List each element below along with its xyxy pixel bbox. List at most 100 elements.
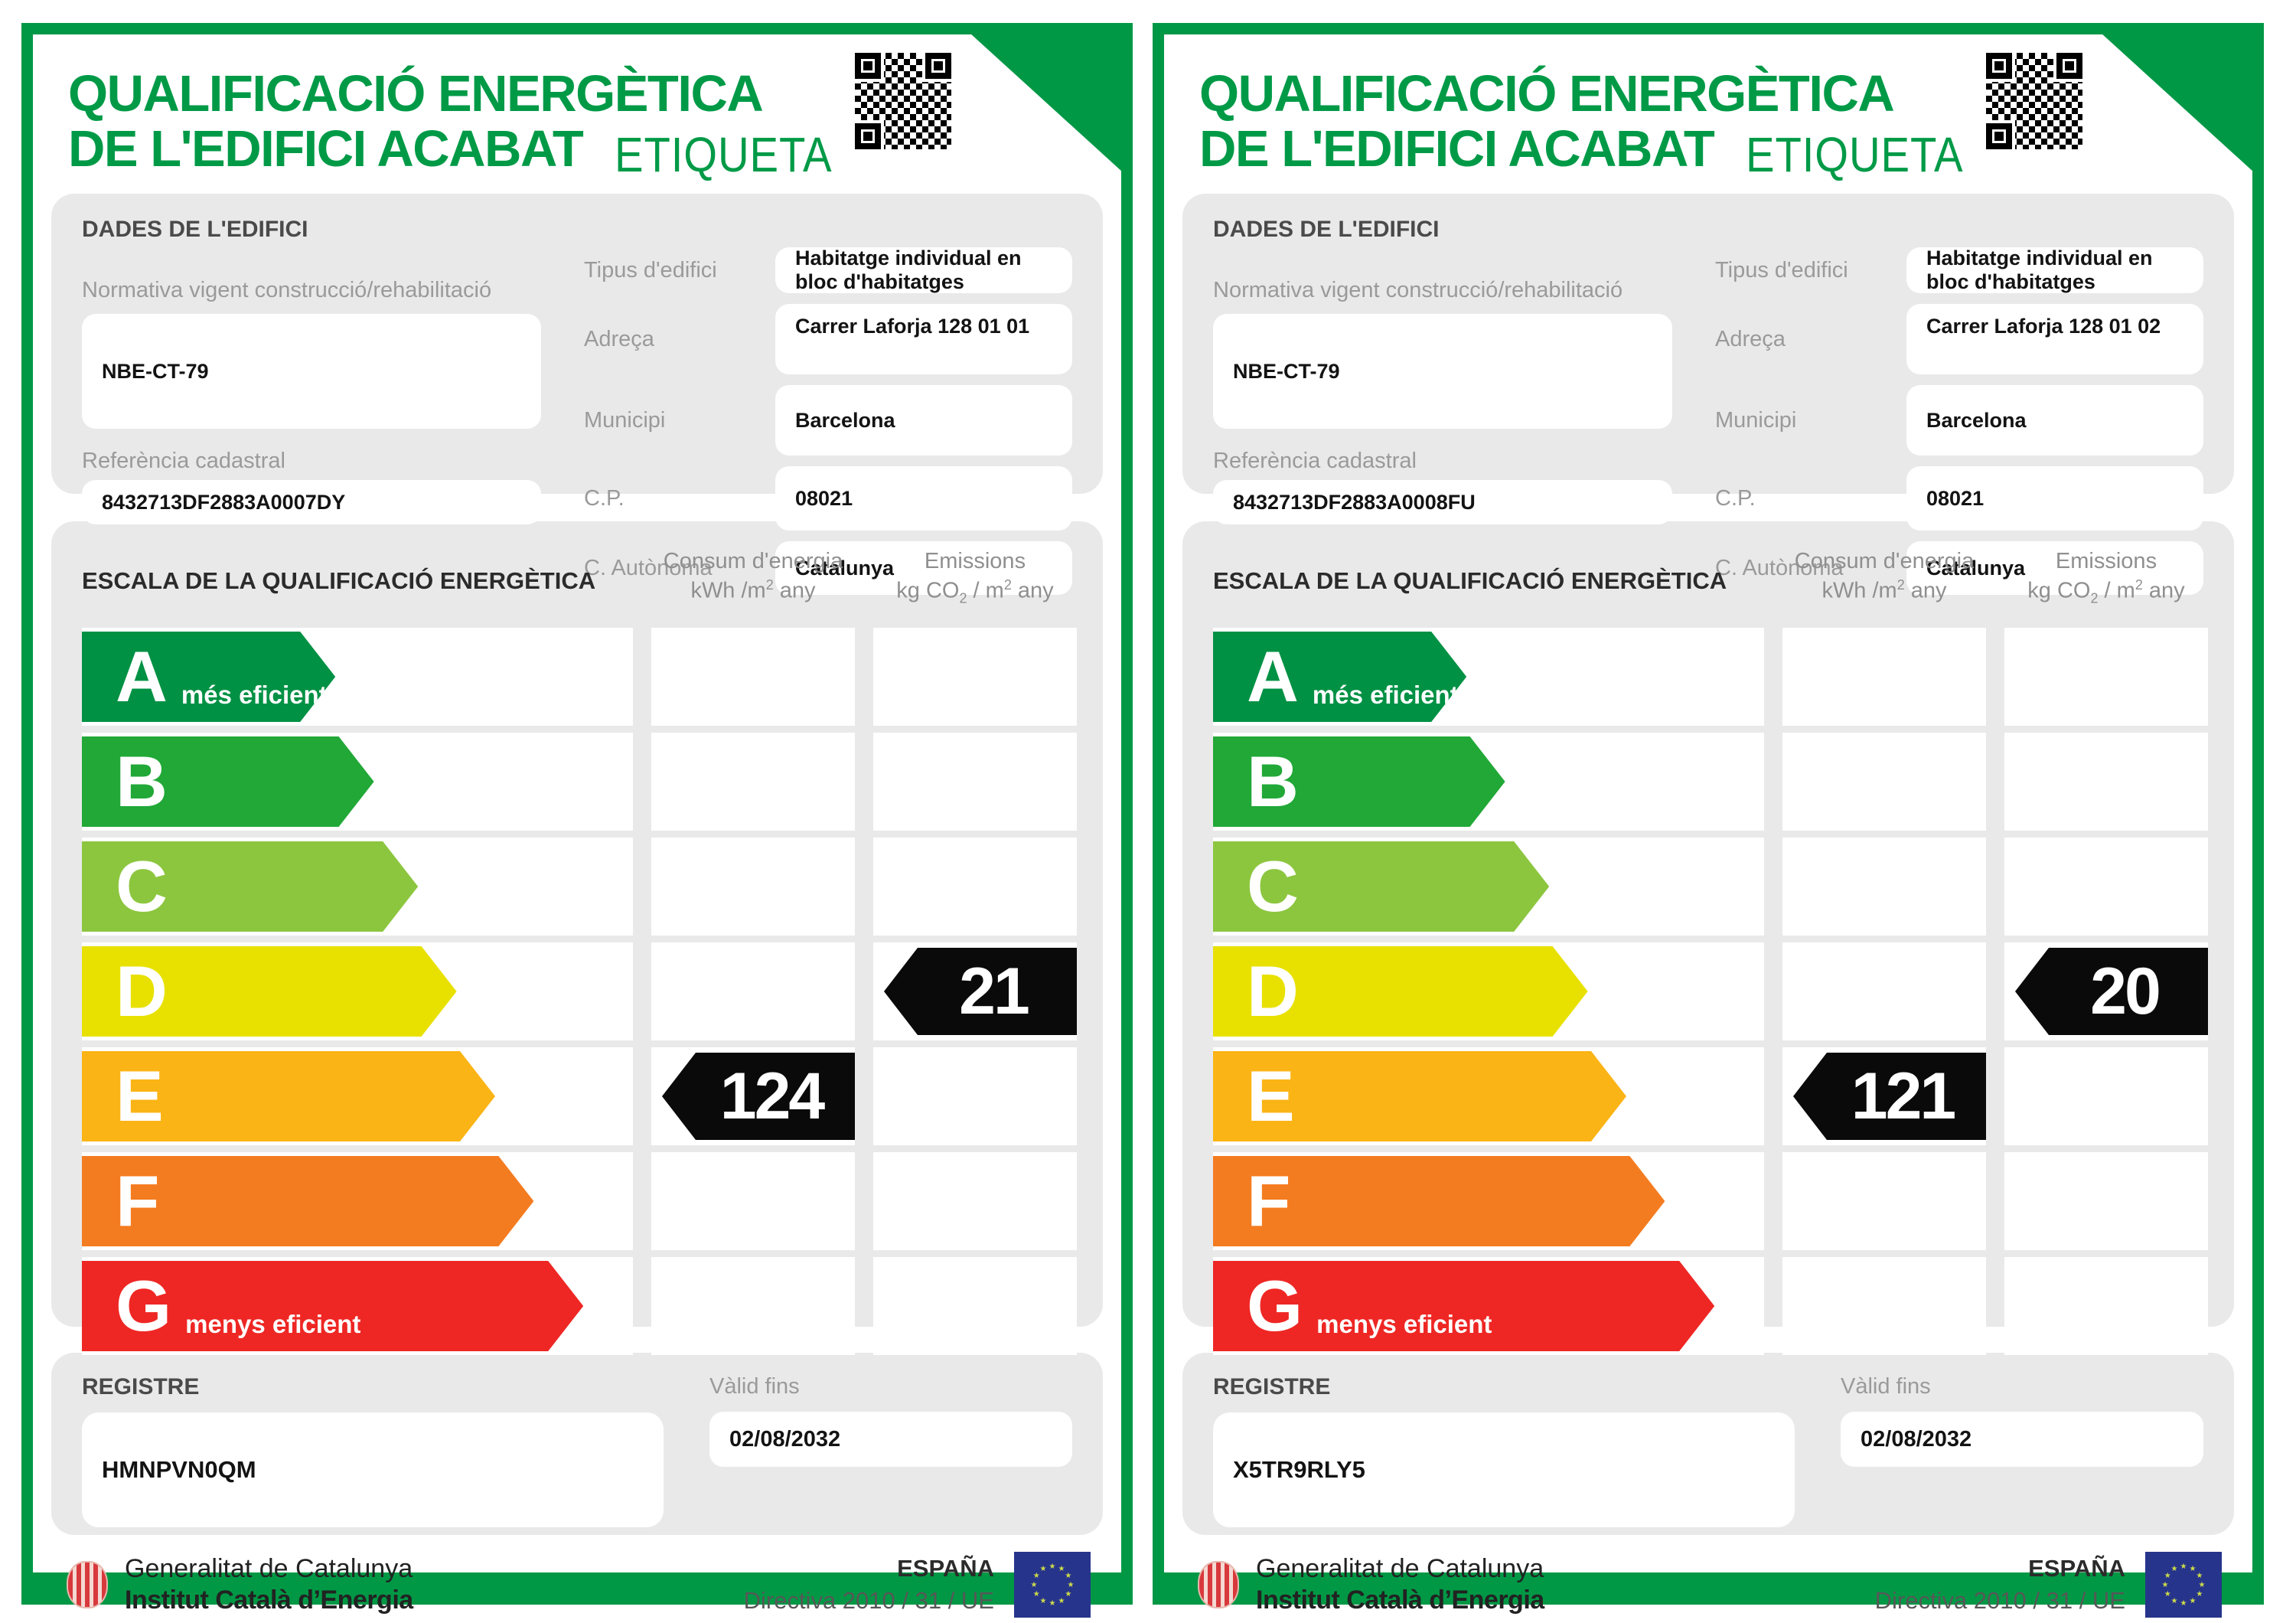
country-label: ESPAÑA bbox=[897, 1555, 994, 1582]
cp-label: C.P. bbox=[1715, 485, 1756, 511]
rating-bar-d: D bbox=[1213, 946, 1588, 1037]
scale-row-f: F bbox=[82, 1152, 1077, 1250]
emissions-header-text: Emissions bbox=[924, 549, 1026, 573]
svg-text:★: ★ bbox=[2190, 1565, 2197, 1573]
cp-value: 08021 bbox=[1926, 486, 1985, 510]
normativa-label: Normativa vigent construcció/rehabilitac… bbox=[1213, 278, 1623, 302]
svg-text:★: ★ bbox=[2199, 1581, 2206, 1589]
rating-bar-b: B bbox=[1213, 736, 1505, 827]
rating-bar-f: F bbox=[1213, 1156, 1665, 1246]
emissions-cell bbox=[873, 1047, 1077, 1145]
svg-text:★: ★ bbox=[2196, 1590, 2203, 1599]
rating-letter: G bbox=[116, 1265, 172, 1346]
emissions-value: 21 bbox=[959, 954, 1030, 1028]
rating-letter: G bbox=[1247, 1265, 1303, 1346]
adreca-label: Adreça bbox=[584, 326, 654, 351]
scale-row-d: D 20 bbox=[1213, 942, 2208, 1040]
directive-label: Directiva 2010 / 31 / UE bbox=[1874, 1587, 2125, 1614]
page-title-line2: DE L'EDIFICI ACABAT bbox=[68, 119, 584, 178]
building-data-section: DADES DE L'EDIFICI Normativa vigent cons… bbox=[51, 194, 1103, 595]
scale-row-c: C bbox=[1213, 838, 2208, 936]
certificate-page-2: QUALIFICACIÓ ENERGÈTICA DE L'EDIFICI ACA… bbox=[1153, 23, 2264, 1618]
svg-text:★: ★ bbox=[1033, 1590, 1040, 1599]
page-title-line2: DE L'EDIFICI ACABAT bbox=[1199, 119, 1715, 178]
rating-letter: D bbox=[1247, 950, 1299, 1031]
normativa-value: NBE-CT-79 bbox=[102, 359, 209, 383]
valid-until-value: 02/08/2032 bbox=[729, 1426, 841, 1452]
rating-note: més eficient bbox=[181, 681, 328, 709]
adreca-field: Carrer Laforja 128 01 02 bbox=[1906, 304, 2203, 374]
rating-bar-e: E bbox=[82, 1051, 495, 1141]
qr-finder-icon bbox=[2056, 53, 2082, 79]
consum-value-badge: 124 bbox=[662, 1053, 855, 1140]
svg-text:★: ★ bbox=[1049, 1599, 1056, 1608]
emissions-value-badge: 20 bbox=[2015, 948, 2208, 1035]
scale-row-b: B bbox=[82, 733, 1077, 831]
municipi-value: Barcelona bbox=[1926, 408, 2027, 432]
registre-label: REGISTRE bbox=[82, 1374, 200, 1399]
consum-cell bbox=[651, 838, 855, 936]
emissions-value-badge: 21 bbox=[884, 948, 1077, 1035]
tipus-value: Habitatge individual en bloc d'habitatge… bbox=[795, 247, 1022, 293]
adreca-value: Carrer Laforja 128 01 02 bbox=[1926, 315, 2161, 338]
rating-letter: F bbox=[1247, 1160, 1291, 1241]
emissions-cell: 20 bbox=[2004, 942, 2208, 1040]
qr-finder-icon bbox=[925, 53, 951, 79]
consum-header-text: Consum d'energia bbox=[1794, 549, 1975, 573]
svg-text:★: ★ bbox=[2164, 1572, 2171, 1580]
consum-cell: 121 bbox=[1782, 1047, 1986, 1145]
qr-code-icon bbox=[1986, 53, 2082, 149]
svg-text:★: ★ bbox=[1031, 1581, 1038, 1589]
municipi-value: Barcelona bbox=[795, 408, 895, 432]
valid-until-label: Vàlid fins bbox=[1841, 1374, 1931, 1399]
consum-value-badge: 121 bbox=[1793, 1053, 1986, 1140]
referencia-value: 8432713DF2883A0008FU bbox=[1233, 490, 1476, 514]
emissions-value: 20 bbox=[2090, 954, 2161, 1028]
autonoma-field: Catalunya bbox=[775, 541, 1072, 595]
referencia-label: Referència cadastral bbox=[82, 449, 285, 473]
emissions-cell bbox=[873, 733, 1077, 831]
rating-bar-e: E bbox=[1213, 1051, 1626, 1141]
emissions-column-header: Emissions kg CO2 / m2 any bbox=[2004, 547, 2208, 608]
svg-text:★: ★ bbox=[1068, 1581, 1075, 1589]
registry-section: REGISTRE HMNPVN0QM Vàlid fins 02/08/2032 bbox=[51, 1353, 1103, 1535]
svg-text:★: ★ bbox=[2171, 1565, 2178, 1573]
svg-text:★: ★ bbox=[1058, 1565, 1065, 1573]
emissions-cell bbox=[873, 1257, 1077, 1355]
rating-note: més eficient bbox=[1312, 681, 1459, 709]
emissions-cell bbox=[873, 838, 1077, 936]
consum-cell bbox=[651, 942, 855, 1040]
rating-letter: F bbox=[116, 1160, 160, 1241]
registre-value: HMNPVN0QM bbox=[102, 1456, 256, 1483]
autonoma-value: Catalunya bbox=[795, 556, 895, 580]
emissions-cell bbox=[2004, 733, 2208, 831]
page-title-line1: QUALIFICACIÓ ENERGÈTICA bbox=[68, 65, 764, 122]
autonoma-label: C. Autònoma bbox=[584, 555, 713, 580]
rating-letter: A bbox=[116, 635, 168, 717]
consum-column-header: Consum d'energia kWh /m2 any bbox=[1782, 547, 1986, 606]
scale-title: ESCALA DE LA QUALIFICACIÓ ENERGÈTICA bbox=[1213, 567, 1727, 594]
rating-letter: B bbox=[1247, 740, 1299, 821]
etiqueta-label: ETIQUETA bbox=[615, 127, 833, 182]
emissions-cell bbox=[873, 1152, 1077, 1250]
svg-text:★: ★ bbox=[1033, 1572, 1040, 1580]
etiqueta-label: ETIQUETA bbox=[1746, 127, 1964, 182]
rating-bar-d: D bbox=[82, 946, 457, 1037]
org-name-line1: Generalitat de Catalunya bbox=[125, 1554, 413, 1584]
svg-text:★: ★ bbox=[2180, 1599, 2187, 1608]
autonoma-field: Catalunya bbox=[1906, 541, 2203, 595]
consum-cell bbox=[1782, 838, 1986, 936]
normativa-field: NBE-CT-79 bbox=[82, 314, 541, 429]
eu-flag-icon: ★★★ ★★★ ★★★ ★ ★★ bbox=[2145, 1552, 2222, 1618]
registre-field: HMNPVN0QM bbox=[82, 1412, 664, 1527]
valid-until-label: Vàlid fins bbox=[709, 1374, 800, 1399]
municipi-field: Barcelona bbox=[775, 385, 1072, 456]
tipus-field: Habitatge individual en bloc d'habitatge… bbox=[775, 247, 1072, 293]
qr-finder-icon bbox=[855, 123, 881, 149]
